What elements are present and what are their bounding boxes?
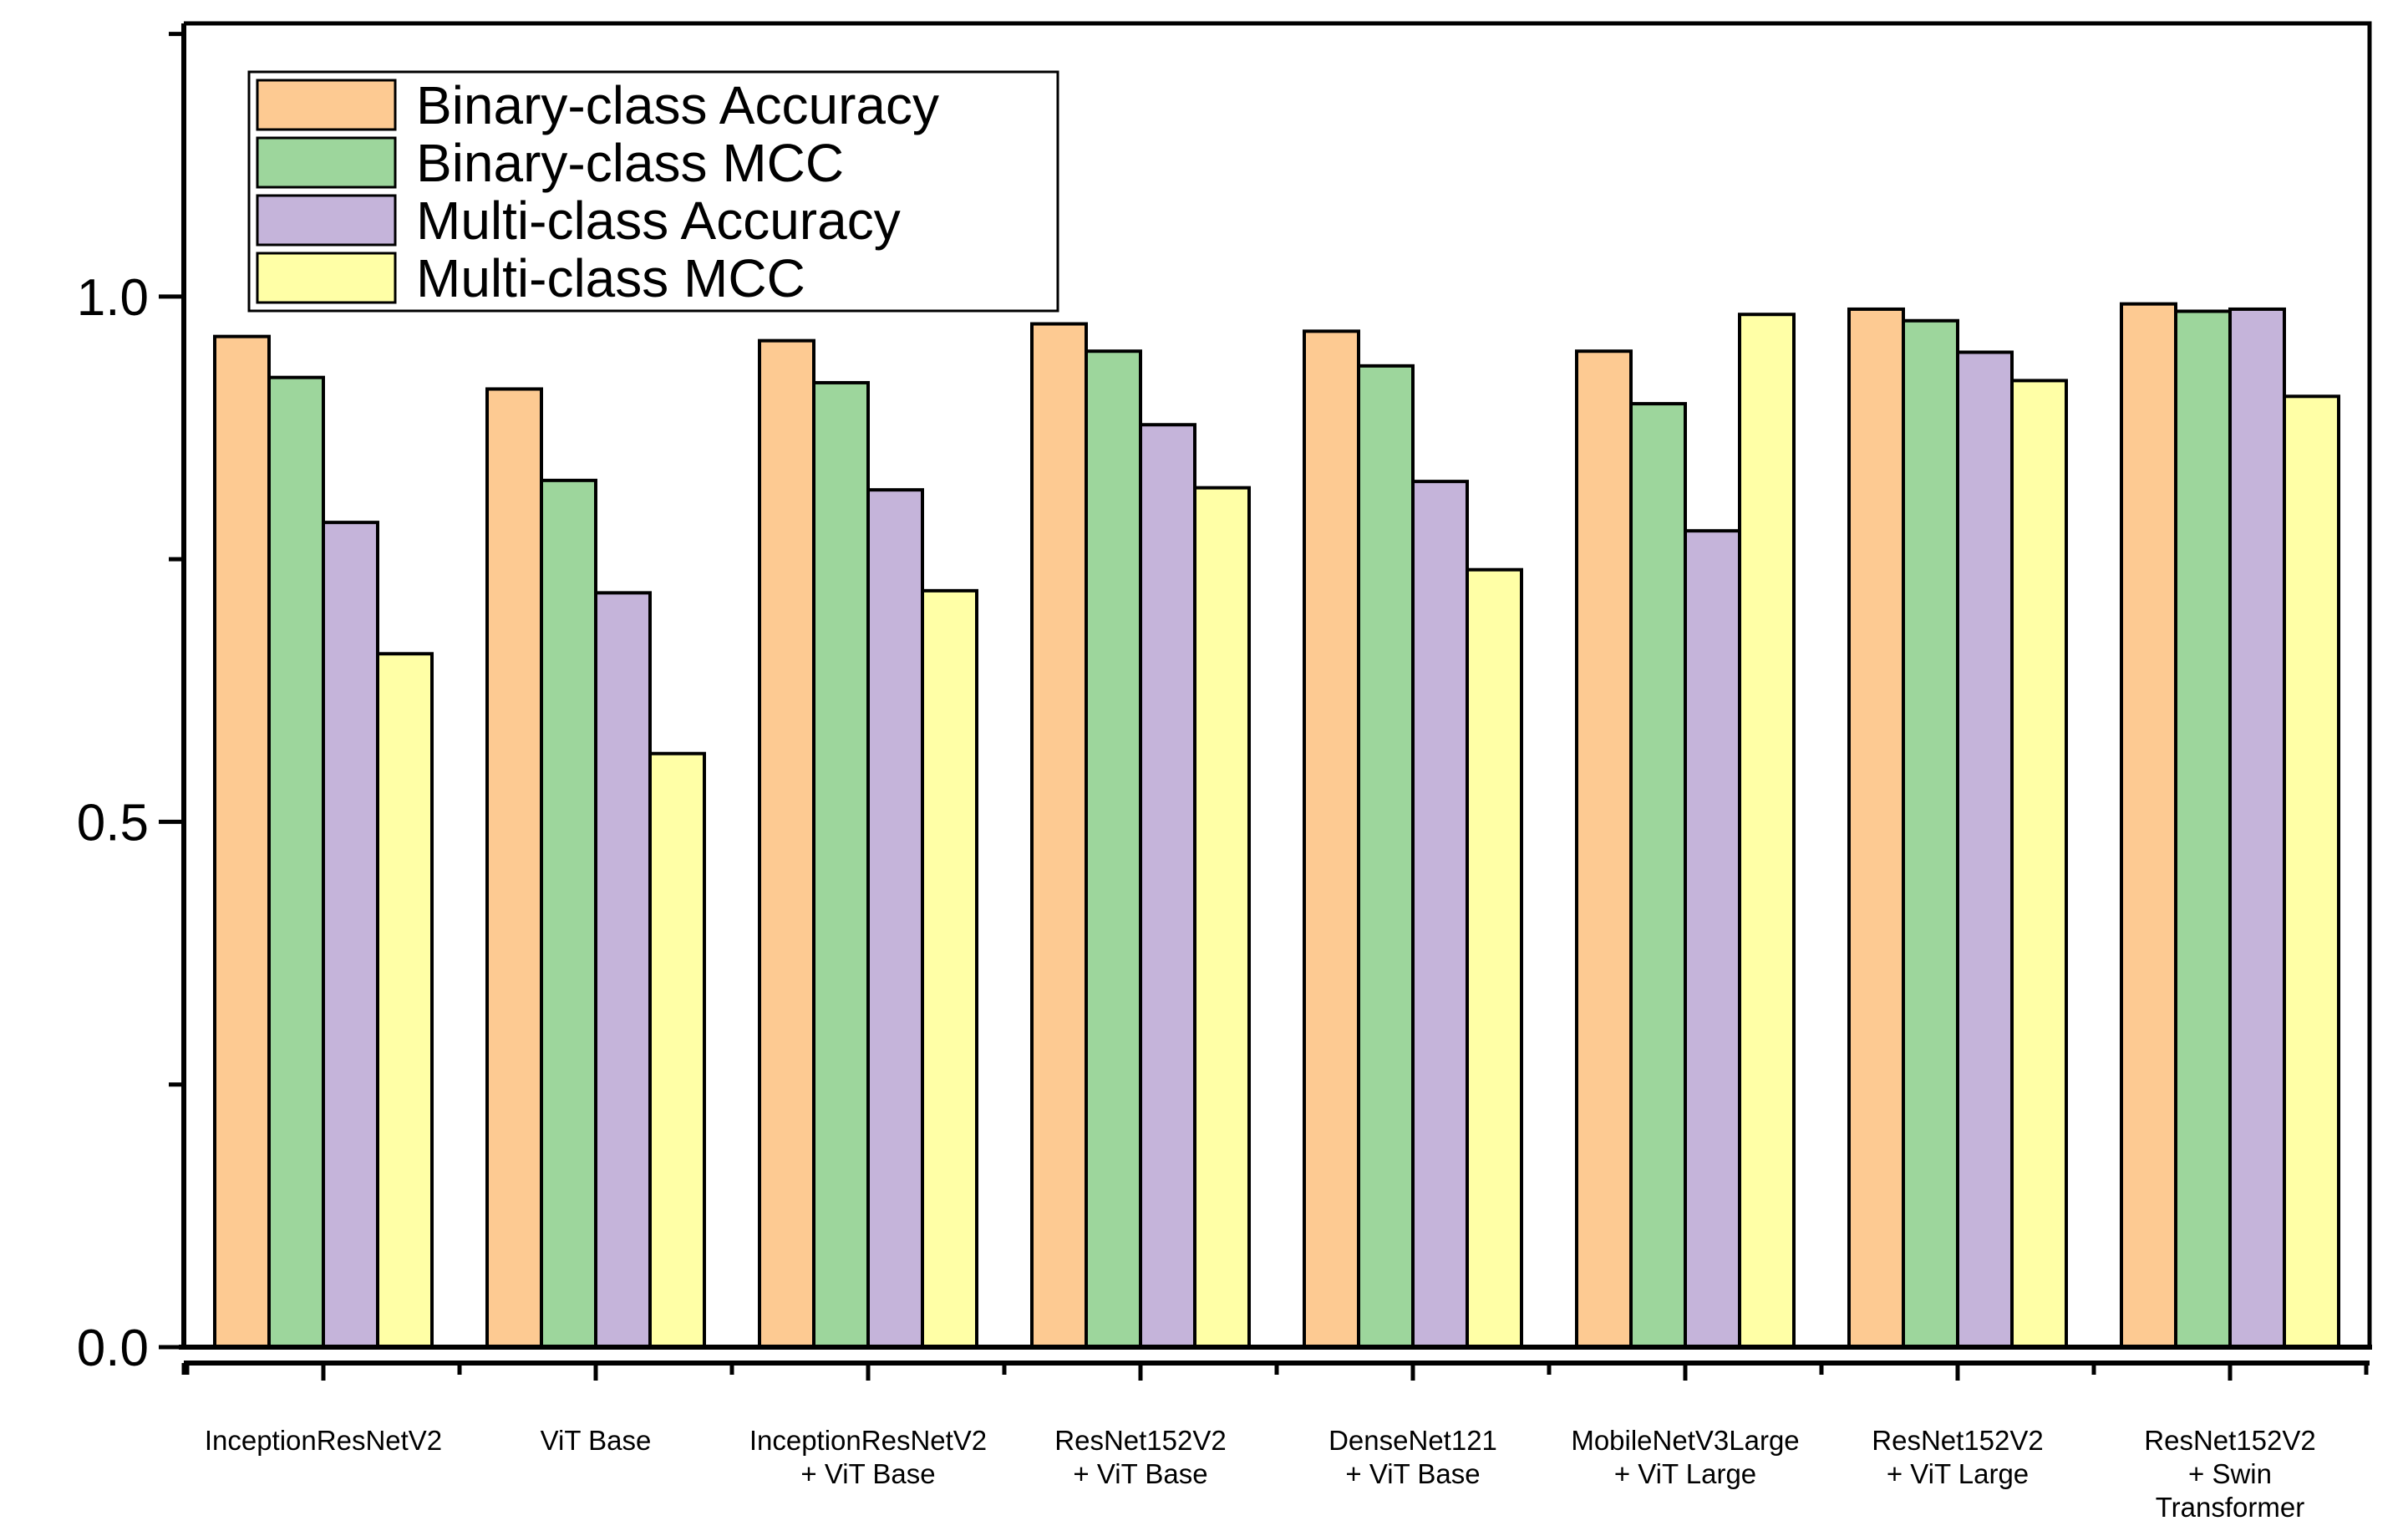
bar-binary-class-accuracy-3 [1030, 322, 1088, 1349]
legend-label: Multi-class Accuracy [416, 191, 901, 251]
bar-multi-class-accuracy-5 [1684, 529, 1741, 1349]
legend-label: Binary-class Accuracy [416, 75, 939, 135]
bar-binary-class-accuracy-4 [1303, 329, 1360, 1349]
bar-binary-class-mcc-1 [540, 478, 597, 1349]
x-tick-label: + ViT Large [1614, 1458, 1756, 1489]
legend-swatch [256, 194, 397, 247]
bar-multi-class-accuracy-1 [594, 591, 652, 1349]
bar-binary-class-accuracy-2 [758, 338, 815, 1350]
x-tick-label: + ViT Base [800, 1458, 935, 1489]
x-tick-label: + ViT Large [1887, 1458, 2029, 1489]
bar-multi-class-accuracy-7 [2228, 307, 2286, 1349]
bar-binary-class-accuracy-5 [1575, 349, 1633, 1350]
x-tick-label: ResNet152V2 [1054, 1425, 1226, 1456]
y-tick-label: 0.0 [77, 1320, 149, 1377]
x-tick-label: ResNet152V2 [1872, 1425, 2043, 1456]
bar-multi-class-mcc-7 [2283, 394, 2340, 1349]
bar-multi-class-mcc-4 [1466, 567, 1523, 1349]
bar-binary-class-mcc-6 [1902, 318, 1959, 1349]
bar-multi-class-accuracy-0 [322, 521, 379, 1349]
x-tick-label: ResNet152V2 [2144, 1425, 2315, 1456]
bar-multi-class-mcc-3 [1193, 486, 1251, 1350]
x-tick-label: MobileNetV3Large [1571, 1425, 1799, 1456]
bar-binary-class-accuracy-0 [213, 334, 271, 1350]
bar-binary-class-mcc-2 [812, 380, 870, 1349]
bar-binary-class-mcc-5 [1629, 402, 1687, 1350]
x-tick-label: + ViT Base [1073, 1458, 1207, 1489]
bar-binary-class-accuracy-7 [2120, 302, 2177, 1350]
y-tick-label: 0.5 [77, 794, 149, 852]
x-tick-label: + Swin [2188, 1458, 2272, 1489]
x-tick-label: + ViT Base [1345, 1458, 1480, 1489]
bar-binary-class-accuracy-1 [485, 387, 543, 1349]
bar-multi-class-accuracy-2 [866, 488, 924, 1350]
legend-swatch [256, 79, 397, 131]
x-tick-label: DenseNet121 [1328, 1425, 1497, 1456]
bar-multi-class-accuracy-6 [1956, 350, 2014, 1349]
bar-binary-class-mcc-3 [1085, 349, 1142, 1350]
bar-multi-class-mcc-5 [1738, 313, 1796, 1350]
legend-swatch [256, 136, 397, 189]
bar-binary-class-mcc-0 [267, 375, 325, 1350]
bar-multi-class-accuracy-3 [1139, 423, 1196, 1350]
legend-label: Binary-class MCC [416, 133, 844, 193]
bar-multi-class-mcc-6 [2010, 379, 2068, 1349]
legend-label: Multi-class MCC [416, 248, 805, 308]
legend-swatch [256, 252, 397, 304]
bar-multi-class-accuracy-4 [1411, 480, 1469, 1349]
bar-binary-class-mcc-7 [2174, 309, 2232, 1349]
y-tick-label: 1.0 [77, 269, 149, 327]
bar-multi-class-mcc-0 [376, 652, 434, 1349]
bar-multi-class-mcc-1 [648, 751, 706, 1349]
bar-binary-class-accuracy-6 [1847, 307, 1905, 1349]
x-tick-label: InceptionResNetV2 [749, 1425, 987, 1456]
plot-frame [184, 21, 2372, 1347]
bar-binary-class-mcc-4 [1357, 364, 1415, 1349]
x-tick-label: ViT Base [541, 1425, 652, 1456]
x-tick-label: Transformer [2156, 1492, 2304, 1523]
x-tick-label: InceptionResNetV2 [205, 1425, 442, 1456]
bar-multi-class-mcc-2 [921, 588, 978, 1349]
